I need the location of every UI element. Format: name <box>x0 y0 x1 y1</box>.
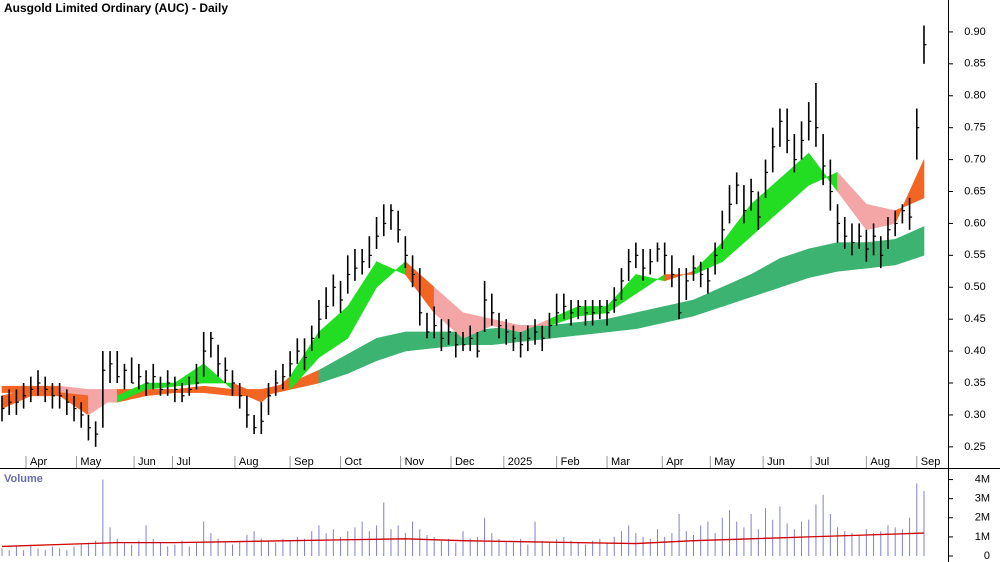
x-tick-label: Jul <box>176 456 190 468</box>
y-tick-label: 2M <box>975 512 990 524</box>
x-tick-label: 2025 <box>508 456 532 468</box>
y-tick-label: 0.50 <box>964 281 985 293</box>
volume-average <box>1 532 925 548</box>
x-tick-label: Apr <box>30 456 47 468</box>
y-tick-label: 1M <box>975 531 990 543</box>
x-tick-label: Jun <box>138 456 156 468</box>
x-tick-label: Apr <box>666 456 683 468</box>
y-tick-label: 0.30 <box>964 409 985 421</box>
x-tick-label: Oct <box>345 456 362 468</box>
y-tick-label: 0 <box>984 550 990 562</box>
plot: 0.25 0.30 0.35 0.40 0.45 0.50 0.55 0.60 0.65 0.70… <box>1 25 990 562</box>
x-tick-label: Sep <box>921 456 941 468</box>
y-tick-label: 3M <box>975 493 990 505</box>
x-tick-label: Dec <box>455 456 475 468</box>
y-tick-label: 0.65 <box>964 185 985 197</box>
y-tick-label: 0.85 <box>964 58 985 70</box>
y-tick-label: 0.40 <box>964 345 985 357</box>
y-tick-label: 0.75 <box>964 122 985 134</box>
x-tick-label: Nov <box>405 456 425 468</box>
volume-title: Volume <box>4 473 43 485</box>
y-tick-label: 0.80 <box>964 90 985 102</box>
y-tick-label: 0.55 <box>964 249 985 261</box>
ribbon-segment <box>894 226 925 266</box>
ribbon-segment <box>808 242 838 279</box>
x-tick-label: Aug <box>239 456 259 468</box>
y-tick-label: 0.90 <box>964 26 985 38</box>
x-tick-label: Sep <box>294 456 314 468</box>
y-tick-label: 0.45 <box>964 313 985 325</box>
x-tick-label: May <box>714 456 735 468</box>
y-tick-label: 0.25 <box>964 441 985 453</box>
x-tick-label: Jul <box>815 456 829 468</box>
ribbon-segment <box>405 331 435 352</box>
x-tick-label: Jun <box>767 456 785 468</box>
x-tick-label: Mar <box>611 456 630 468</box>
y-tick-label: 0.70 <box>964 153 985 165</box>
y-tick-label: 4M <box>975 473 990 485</box>
x-tick-label: Aug <box>870 456 890 468</box>
x-tick-label: Feb <box>561 456 580 468</box>
x-tick-label: May <box>80 456 101 468</box>
y-tick-label: 0.60 <box>964 217 985 229</box>
y-tick-label: 0.35 <box>964 377 985 389</box>
chart-title: Ausgold Limited Ordinary (AUC) - Daily <box>4 1 228 15</box>
